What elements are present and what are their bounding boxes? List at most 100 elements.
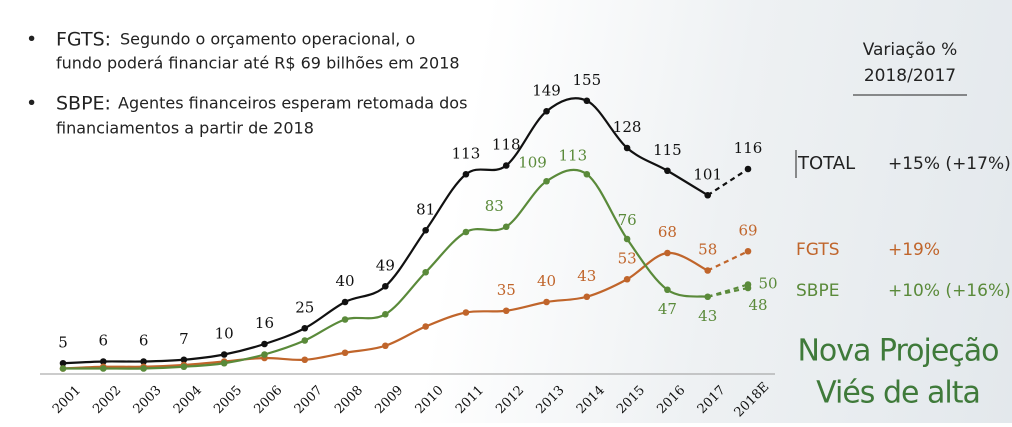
data-point <box>543 298 550 306</box>
bullet-text: fundo poderá financiar até R$ 69 bilhões… <box>56 54 460 73</box>
bullet-dot: • <box>26 93 37 115</box>
data-label: 7 <box>179 330 189 348</box>
row-value: +15% (+17%) <box>888 154 1011 174</box>
x-tick-label: 2010 <box>413 383 447 417</box>
data-point <box>301 324 309 332</box>
x-tick-label: 2013 <box>534 383 568 417</box>
data-point <box>543 177 550 185</box>
data-label: 113 <box>452 144 481 162</box>
x-tick-label: 2006 <box>251 383 285 417</box>
data-point <box>462 309 470 316</box>
data-point <box>301 356 309 364</box>
x-tick-label: 2003 <box>131 383 165 417</box>
x-tick-label: 2018E <box>732 380 773 421</box>
data-point <box>623 144 631 152</box>
projection-line <box>707 283 749 298</box>
x-tick-label: 2016 <box>654 383 688 417</box>
data-point <box>744 165 752 173</box>
data-point <box>180 356 188 364</box>
data-point <box>180 363 188 371</box>
bullet-label: FGTS: <box>56 29 111 51</box>
data-point <box>422 268 429 276</box>
data-point <box>664 167 671 175</box>
data-point <box>220 359 228 367</box>
x-tick-label: 2008 <box>332 383 366 417</box>
data-label: 50 <box>758 275 777 293</box>
data-label: 58 <box>698 241 717 259</box>
x-tick-label: 2001 <box>50 383 84 417</box>
row-label: TOTAL <box>797 153 855 174</box>
data-point <box>583 170 591 178</box>
x-tick-label: 2007 <box>292 383 326 417</box>
row-label: FGTS <box>796 240 840 260</box>
table-header: Variação % <box>863 40 958 60</box>
data-label: 116 <box>734 139 763 157</box>
data-label: 113 <box>559 146 588 164</box>
data-label: 115 <box>653 141 682 159</box>
data-label: 53 <box>618 249 637 267</box>
data-point <box>220 351 228 358</box>
x-tick-label: 2011 <box>453 383 487 417</box>
data-point <box>341 316 349 323</box>
bullet-text: financiamentos a partir de 2018 <box>56 119 314 138</box>
data-point <box>704 267 712 274</box>
data-label: 149 <box>532 81 561 99</box>
data-point <box>462 170 470 178</box>
data-point <box>502 307 510 315</box>
data-point <box>502 223 510 231</box>
data-label: 48 <box>748 296 767 314</box>
data-label: 10 <box>215 325 234 343</box>
data-point <box>261 340 268 348</box>
bullet-dot: • <box>26 29 37 51</box>
data-point <box>543 107 550 115</box>
projection-title: Nova Projeção <box>797 334 998 369</box>
data-point <box>422 323 429 330</box>
data-point <box>59 365 67 372</box>
data-label: 101 <box>693 165 722 183</box>
data-label: 5 <box>58 333 68 351</box>
bullet-text: Segundo o orçamento operacional, o <box>120 30 415 49</box>
table-header: 2018/2017 <box>864 66 956 86</box>
data-label: 47 <box>658 300 677 318</box>
data-label: 43 <box>698 307 717 325</box>
data-point <box>502 162 510 169</box>
data-point <box>583 97 591 105</box>
data-label: 49 <box>376 256 395 274</box>
projection-subtitle: Viés de alta <box>816 376 980 411</box>
data-label: 25 <box>295 298 314 316</box>
data-label: 109 <box>518 153 547 171</box>
data-label: 155 <box>573 71 602 89</box>
data-point <box>341 298 349 306</box>
data-point <box>744 281 752 288</box>
x-tick-label: 2014 <box>574 383 608 417</box>
data-point <box>382 342 389 350</box>
data-label: 69 <box>738 221 757 239</box>
data-point <box>382 282 389 290</box>
projection-line <box>707 286 749 298</box>
data-label: 83 <box>485 197 504 215</box>
data-label: 35 <box>497 281 516 299</box>
data-label: 128 <box>613 118 642 136</box>
bullet-label: SBPE: <box>56 93 111 115</box>
data-point <box>664 249 671 257</box>
data-label: 40 <box>537 272 556 290</box>
variation-table: Variação % 2018/2017 TOTAL +15% (+17%) F… <box>795 40 1011 301</box>
x-tick-label: 2015 <box>614 383 648 417</box>
data-point <box>704 191 712 199</box>
data-point <box>583 293 591 301</box>
x-tick-label: 2012 <box>493 383 527 417</box>
data-label: 40 <box>336 272 355 290</box>
data-point <box>261 351 268 358</box>
data-point <box>140 358 147 365</box>
row-value: +10% (+16%) <box>888 281 1011 301</box>
series-line <box>62 97 709 365</box>
data-point <box>422 226 429 234</box>
row-label: SBPE <box>796 281 839 301</box>
data-point <box>623 235 631 243</box>
data-point <box>99 365 107 372</box>
x-tick-label: 2004 <box>171 383 205 417</box>
data-point <box>462 228 470 236</box>
data-label: 76 <box>618 211 637 229</box>
data-label: 16 <box>255 314 274 332</box>
